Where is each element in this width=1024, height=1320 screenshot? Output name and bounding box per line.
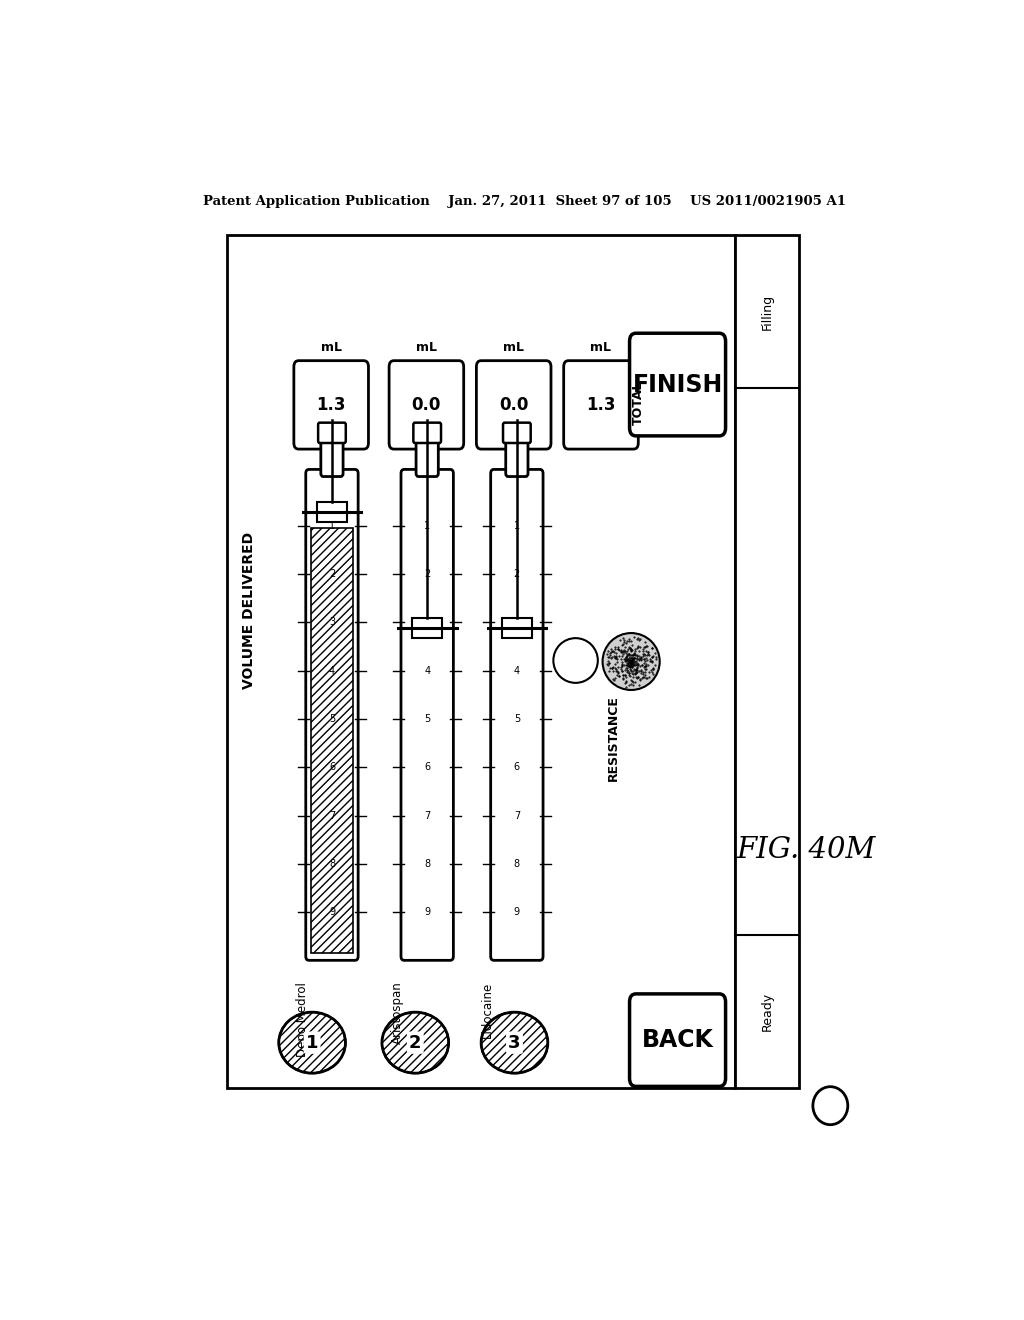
Text: TOTAL: TOTAL	[632, 380, 645, 425]
Text: 3: 3	[329, 618, 335, 627]
Text: FIG. 40M: FIG. 40M	[737, 836, 877, 863]
Text: 5: 5	[329, 714, 335, 723]
Text: 9: 9	[424, 907, 430, 917]
Text: Patent Application Publication    Jan. 27, 2011  Sheet 97 of 105    US 2011/0021: Patent Application Publication Jan. 27, …	[204, 194, 846, 207]
Text: 4: 4	[514, 665, 520, 676]
Text: 2: 2	[329, 569, 335, 579]
FancyBboxPatch shape	[306, 470, 358, 961]
Text: 8: 8	[329, 859, 335, 869]
Text: 9: 9	[329, 907, 335, 917]
Bar	[502, 618, 531, 638]
Text: BACK: BACK	[642, 1028, 714, 1052]
Text: 4: 4	[424, 665, 430, 676]
Text: FINISH: FINISH	[633, 372, 723, 396]
Text: mL: mL	[321, 341, 342, 354]
Text: 5: 5	[424, 714, 430, 723]
Text: 7: 7	[424, 810, 430, 821]
FancyBboxPatch shape	[294, 360, 369, 449]
Text: Filling: Filling	[761, 293, 773, 330]
Text: 1: 1	[329, 521, 335, 531]
Text: 0.0: 0.0	[412, 396, 441, 414]
Text: Lidocaine: Lidocaine	[481, 982, 494, 1038]
Text: 1: 1	[514, 521, 520, 531]
Text: 1: 1	[306, 1034, 318, 1052]
Text: 2: 2	[424, 569, 430, 579]
Text: VOLUME DELIVERED: VOLUME DELIVERED	[243, 532, 256, 689]
FancyBboxPatch shape	[414, 422, 441, 444]
Bar	[735, 235, 799, 1089]
Text: 8: 8	[424, 859, 430, 869]
Text: Aristospan: Aristospan	[391, 982, 404, 1044]
Ellipse shape	[279, 1012, 345, 1073]
Text: 5: 5	[514, 714, 520, 723]
Text: 3: 3	[424, 618, 430, 627]
Ellipse shape	[553, 638, 598, 682]
FancyBboxPatch shape	[318, 422, 346, 444]
Ellipse shape	[382, 1012, 449, 1073]
Ellipse shape	[481, 1012, 548, 1073]
FancyBboxPatch shape	[389, 360, 464, 449]
FancyBboxPatch shape	[321, 438, 343, 477]
Bar	[317, 502, 347, 523]
Text: mL: mL	[503, 341, 524, 354]
Bar	[413, 618, 442, 638]
Text: mL: mL	[416, 341, 437, 354]
Text: 3: 3	[508, 1034, 521, 1052]
Text: 1.3: 1.3	[586, 396, 615, 414]
Ellipse shape	[602, 634, 659, 690]
Text: mL: mL	[591, 341, 611, 354]
Text: 1.3: 1.3	[316, 396, 346, 414]
Text: 6: 6	[514, 762, 520, 772]
Text: 6: 6	[424, 762, 430, 772]
Text: Ready: Ready	[761, 993, 773, 1031]
FancyBboxPatch shape	[506, 438, 528, 477]
Text: 1: 1	[424, 521, 430, 531]
Text: 7: 7	[329, 810, 335, 821]
FancyBboxPatch shape	[563, 360, 638, 449]
FancyBboxPatch shape	[503, 422, 530, 444]
Text: RESISTANCE: RESISTANCE	[607, 694, 621, 780]
Bar	[227, 235, 735, 1089]
Text: 4: 4	[329, 665, 335, 676]
Text: 6: 6	[329, 762, 335, 772]
FancyBboxPatch shape	[490, 470, 543, 961]
Text: 2: 2	[409, 1034, 422, 1052]
FancyBboxPatch shape	[401, 470, 454, 961]
Text: 2: 2	[514, 569, 520, 579]
Text: 0.0: 0.0	[499, 396, 528, 414]
Text: 9: 9	[514, 907, 520, 917]
Text: 8: 8	[514, 859, 520, 869]
FancyBboxPatch shape	[630, 994, 726, 1086]
FancyBboxPatch shape	[476, 360, 551, 449]
Text: 7: 7	[514, 810, 520, 821]
Bar	[311, 528, 352, 953]
Bar	[311, 528, 352, 953]
Text: Depo Medrol: Depo Medrol	[296, 982, 309, 1056]
FancyBboxPatch shape	[630, 333, 726, 436]
Ellipse shape	[813, 1086, 848, 1125]
Text: 3: 3	[514, 618, 520, 627]
FancyBboxPatch shape	[416, 438, 438, 477]
